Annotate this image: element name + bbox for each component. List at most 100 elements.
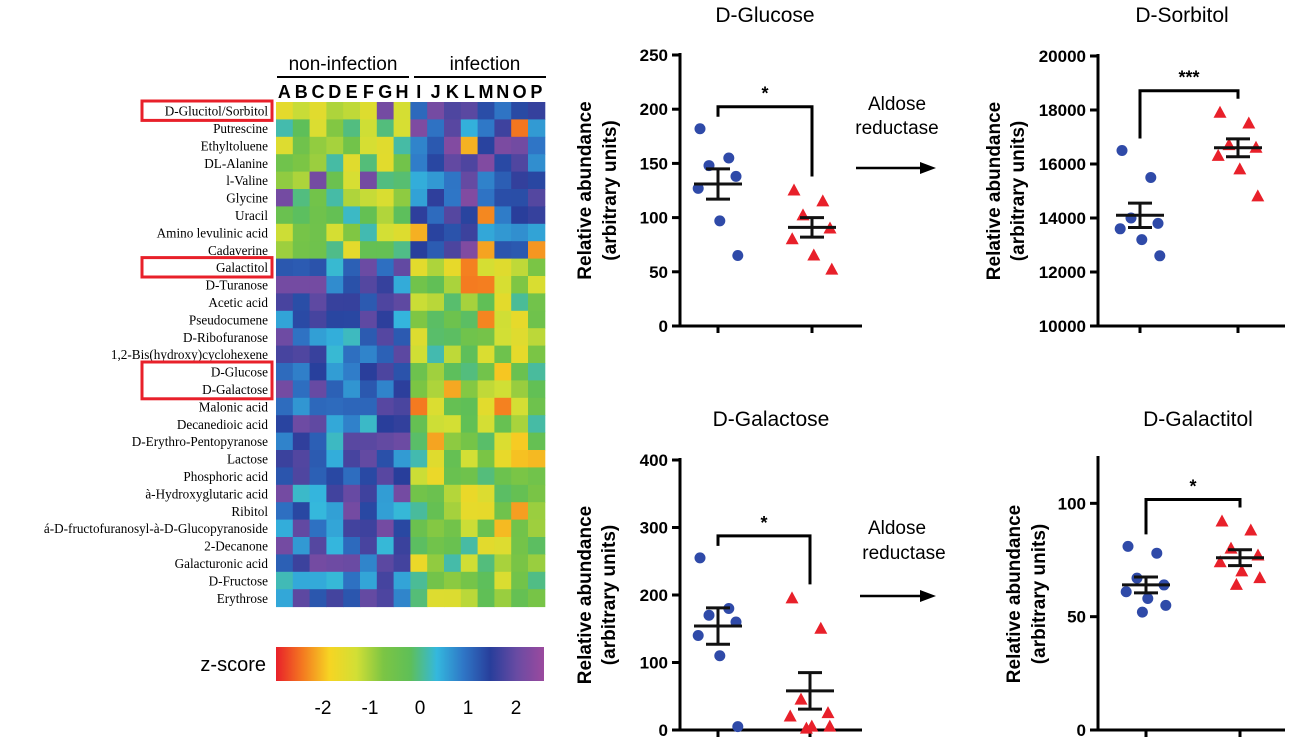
heatmap-cell [511,484,529,503]
row-label-d-glucitol-sorbitol: D-Glucitol/Sorbitol [165,104,269,119]
y-tick-label: 50 [649,263,668,282]
heatmap-cell [494,328,512,347]
heatmap-cell [343,154,361,173]
heatmap-cell [494,102,512,120]
row-label-d-fructose: D-Fructose [209,573,268,588]
heatmap-cell [393,571,411,590]
heatmap-cell [326,345,344,364]
heatmap-cell [343,119,361,138]
heatmap-cell [360,450,378,468]
heatmap-cell [360,502,378,521]
heatmap-cell [343,432,361,451]
heatmap-cell [494,467,512,486]
heatmap-cell [494,519,512,538]
row-label-acetic-acid: Acetic acid [208,295,268,310]
heatmap-cell [410,206,428,225]
heatmap-cell [292,554,311,573]
panel-d-glucose: D-Glucose Relative abundance (arbitrary un… [575,4,862,336]
panel-d-sorbitol: D-Sorbitol Relative abundance (arbitrary u… [984,4,1285,336]
heatmap-cell [326,415,344,434]
column-label-e: E [346,82,358,102]
heatmap-cell [326,432,344,451]
heatmap-cell [460,467,479,486]
heatmap-cell [410,571,428,590]
heatmap-cell [376,258,395,277]
heatmap-cell [427,380,445,399]
heatmap-cell [292,119,311,138]
heatmap-cell [376,102,395,120]
heatmap-cell [444,136,462,155]
heatmap-cell [360,276,378,294]
heatmap-cell [511,467,529,486]
heatmap-cell [343,380,361,399]
data-point [1215,514,1229,527]
heatmap-cell [309,276,327,294]
data-point [1224,541,1238,554]
heatmap-cell [376,502,395,521]
heatmap-cell [511,571,529,590]
heatmap-cell [511,171,529,190]
y-axis-label-units: (arbitrary units) [1029,524,1050,664]
heatmap-cell [494,345,512,364]
heatmap-cell [511,537,529,555]
heatmap-cell [326,363,344,381]
heatmap-cell [528,554,546,573]
data-point [1122,540,1134,552]
heatmap-cell [460,450,479,468]
heatmap-cell [326,102,344,120]
column-label-j: J [431,82,441,102]
heatmap-cell [343,102,361,120]
heatmap-cell [343,589,361,608]
heatmap-cell [276,241,294,260]
row-label-d-turanose: D-Turanose [205,278,268,293]
heatmap-cell [460,397,479,416]
heatmap-cell [460,241,479,260]
heatmap-cell [360,589,378,608]
data-point [1145,172,1157,183]
heatmap-cell [427,450,445,468]
heatmap-cell [477,415,495,434]
heatmap-cell [477,432,495,451]
heatmap-cell [528,380,546,399]
heatmap-cell [309,293,327,312]
data-point [814,621,828,634]
heatmap-cell [393,432,411,451]
heatmap-cell [393,397,411,416]
arrow-bottom-label-line1: Aldose [868,518,926,539]
heatmap-cell [276,502,294,521]
heatmap-cell [292,258,311,277]
heatmap-cell [477,502,495,521]
heatmap-cell [309,502,327,521]
heatmap-cell [292,450,311,468]
heatmap-cell [494,397,512,416]
heatmap-cell [393,206,411,225]
heatmap-cell [326,589,344,608]
chart-title: D-Galactose [713,408,830,431]
heatmap-cell [309,328,327,347]
y-axis-label-units: (arbitrary units) [599,525,620,665]
heatmap-cell [494,380,512,399]
heatmap-cell [393,537,411,555]
heatmap-cell [360,241,378,260]
heatmap-cell [528,519,546,538]
heatmap-cell [309,467,327,486]
heatmap-cell [393,102,411,120]
heatmap-cell [292,363,311,381]
heatmap-cell [511,363,529,381]
data-point [714,215,726,227]
heatmap-cell [309,519,327,538]
data-point [825,262,839,275]
heatmap-cell [528,484,546,503]
heatmap-cell [360,415,378,434]
heatmap-cell [477,171,495,190]
heatmap-cell [326,502,344,521]
data-point [1151,547,1163,559]
heatmap-cell [276,119,294,138]
heatmap-cell [410,293,428,312]
heatmap-cell [528,502,546,521]
heatmap-cell [460,345,479,364]
data-point [1213,105,1227,118]
heatmap-cell [410,363,428,381]
heatmap-cell [427,589,445,608]
